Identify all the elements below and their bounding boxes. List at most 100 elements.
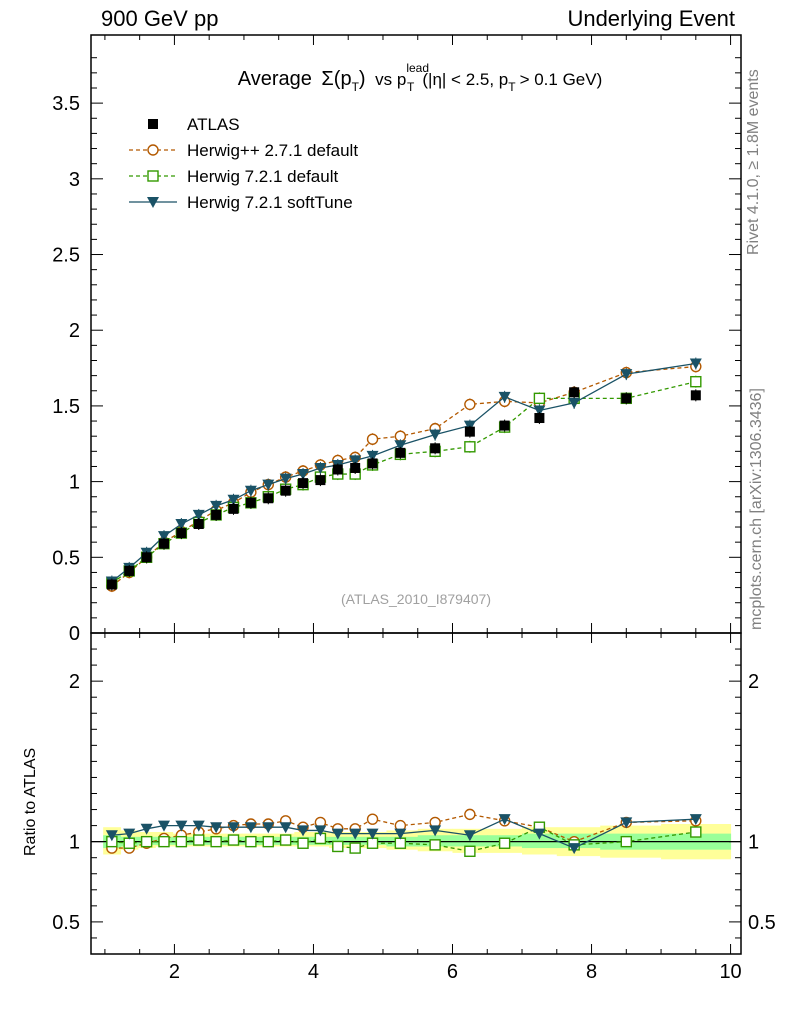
data-point [568,397,581,409]
data-point [499,420,510,431]
ratio-data-point [175,835,188,848]
ratio-data-point [331,828,344,840]
ratio-band-green [452,835,488,847]
legend-marker [147,144,159,156]
ratio-data-point [620,817,633,829]
data-point [245,497,256,508]
data-point [429,429,442,441]
legend-entry: Herwig++ 2.7.1 default [129,141,358,160]
ratio-y-tick-label: 2 [69,671,80,693]
ratio-data-point [245,835,257,848]
series-atlas [106,386,701,591]
ratio-data-point [498,814,511,826]
data-point [298,478,309,489]
ratio-data-point [279,822,292,834]
legend-label: Herwig 7.2.1 default [187,167,338,186]
ratio-series-herwig-7-2-1-default [106,821,702,857]
data-point [175,518,188,530]
y-tick-label: 3 [69,169,80,191]
data-point [297,469,310,481]
x-tick-label: 6 [447,961,458,983]
y-tick-label: 0 [69,623,80,645]
ratio-data-point [620,835,632,848]
legend-label: ATLAS [187,115,240,134]
data-point [394,440,407,452]
legend-marker [147,197,159,208]
ratio-data-point [366,813,379,825]
data-point [349,455,362,467]
series-herwig-7-2-1-softtune [105,357,702,588]
ratio-band-green [346,836,365,845]
ratio-data-point [123,828,136,840]
data-point [106,579,117,590]
ratio-data-point [314,825,327,837]
y-tick-label: 2.5 [52,245,80,267]
data-point [210,500,223,512]
ratio-data-point [140,823,153,835]
ratio-data-point [210,835,222,848]
ratio-data-point [140,835,153,848]
ratio-data-point [227,822,240,834]
data-point [464,441,476,453]
series-herwig-7-2-1-default [106,375,702,590]
data-point [533,405,546,417]
header-analysis-label: Underlying Event [567,6,735,31]
data-point [157,531,170,543]
x-tick-label: 4 [308,961,319,983]
series-herwig-2-7-1-default [106,360,702,593]
ratio-data-point [429,825,442,837]
header-collision-label: 900 GeV pp [101,6,219,31]
data-point [498,391,511,403]
ratio-data-point [394,837,407,849]
ratio-data-point [366,837,379,849]
ratio-data-point [332,840,344,853]
data-point [430,443,441,454]
data-point [464,426,475,437]
legend-entry: Herwig 7.2.1 default [129,167,338,186]
y-tick-label: 3.5 [52,93,80,115]
x-tick-label: 8 [586,961,597,983]
data-point [350,462,361,473]
data-point [279,473,292,485]
data-point [534,413,545,424]
data-point [193,518,204,529]
data-point [158,538,169,549]
data-point [690,375,702,388]
data-point [367,458,378,469]
ratio-data-point [262,822,275,834]
ratio-data-point [123,837,135,849]
ratio-data-point [192,820,205,832]
ratio-y-tick-label-right: 1 [748,832,759,854]
ratio-y-tick-label-right: 0.5 [748,912,776,934]
data-point [533,392,546,405]
ratio-plot-frame [90,632,742,955]
ratio-data-point [210,822,223,834]
series-line [111,381,696,584]
analysis-watermark: (ATLAS_2010_I879407) [341,591,491,607]
data-point [124,565,135,576]
ratio-data-point [297,837,309,849]
data-point [244,485,257,497]
data-point [621,393,632,404]
data-point [464,398,476,411]
chart-title: Average Σ(pT) vs plead T (|η| < 2.5, pT > 0… [238,61,603,94]
legend-marker [148,119,158,129]
y-tick-label: 0.5 [52,547,80,569]
ratio-data-point [175,820,188,832]
ratio-data-point [690,826,702,838]
data-point [395,447,406,458]
data-point [176,528,187,539]
ratio-data-point [349,842,361,854]
ratio-data-point [349,828,362,840]
ratio-data-point [105,830,118,842]
legend-label: Herwig 7.2.1 softTune [187,193,353,212]
legend-entry: Herwig 7.2.1 softTune [129,193,353,212]
x-tick-label: 2 [169,961,180,983]
y-tick-label: 1.5 [52,396,80,418]
x-tick-label: 10 [719,961,741,983]
y-tick-label: 1 [69,472,80,494]
ratio-y-tick-label-right: 2 [748,671,759,693]
ratio-data-point [279,834,292,846]
legend-entry: ATLAS [148,115,240,134]
series-line [111,362,696,583]
